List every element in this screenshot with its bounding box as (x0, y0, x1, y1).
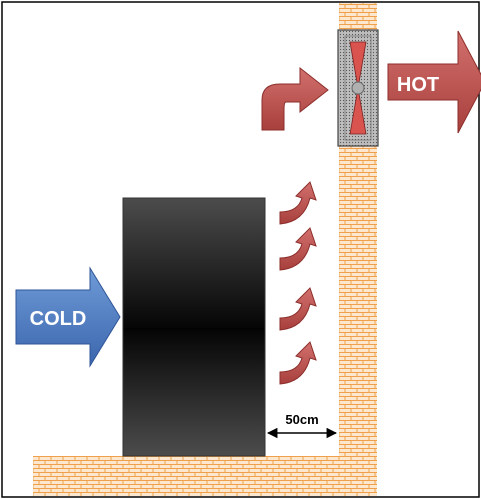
curved-hot-arrow (261, 66, 329, 131)
cold-label: COLD (30, 308, 87, 330)
hot-air-arrow (279, 341, 317, 385)
hot-air-arrow (279, 287, 317, 331)
hot-air-arrow (279, 181, 317, 225)
hot-air-arrow (279, 227, 317, 271)
hot-air-arrows (279, 181, 317, 385)
gap-dimension: 50cm (266, 412, 338, 439)
brick-floor (33, 456, 377, 496)
cold-arrow: COLD (15, 266, 121, 368)
exhaust-fan-icon (337, 29, 379, 147)
hot-label: HOT (397, 74, 439, 96)
hot-arrow: HOT (387, 30, 481, 134)
gap-label: 50cm (285, 412, 318, 427)
server-cabinet-icon (122, 197, 266, 457)
